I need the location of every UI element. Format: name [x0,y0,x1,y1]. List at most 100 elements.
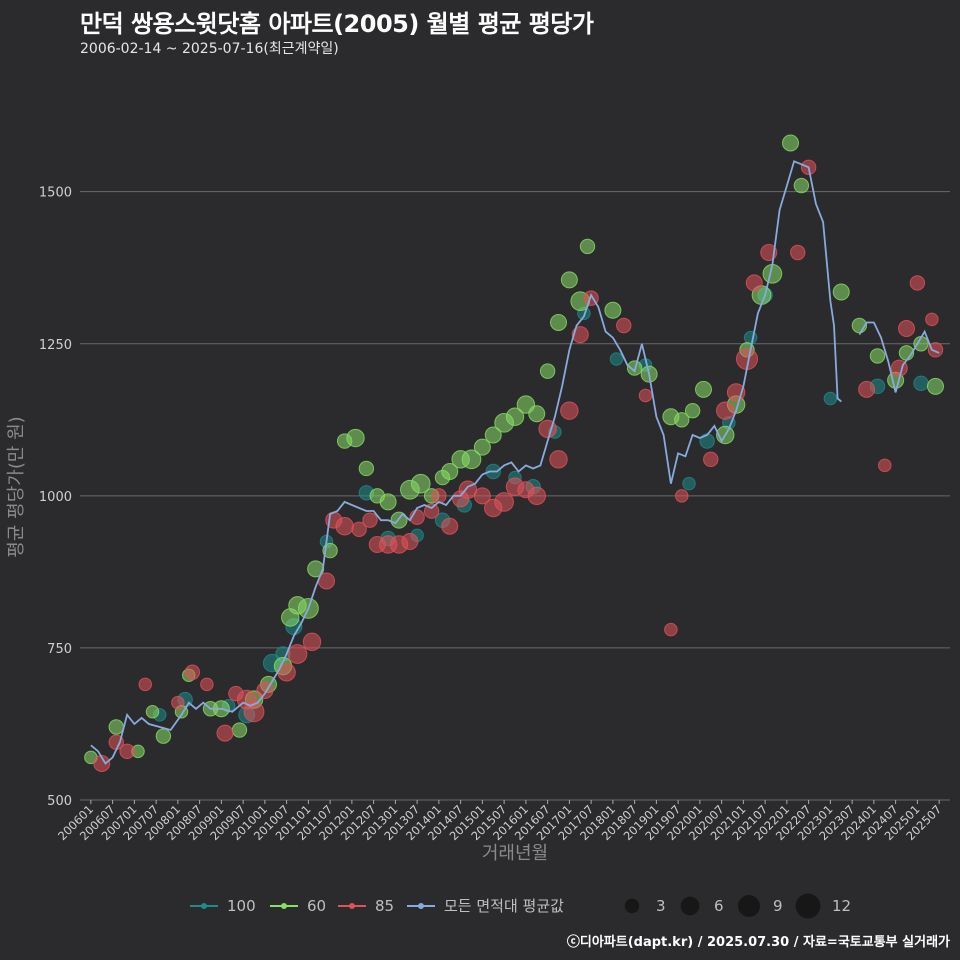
point-60 [346,428,365,448]
point-60 [484,426,502,444]
point-85 [93,755,111,772]
point-60 [560,271,578,289]
legend-label-s100: 100 [227,897,256,915]
point-85 [119,743,135,760]
point-85 [716,401,735,420]
point-60 [782,134,799,152]
average-line [90,160,940,765]
point-85 [549,450,568,469]
point-60 [684,402,701,419]
point-60 [674,412,690,428]
point-85 [184,664,201,680]
legend-size-circle [624,898,640,914]
point-60 [579,238,596,255]
point-100 [699,433,715,449]
point-60 [461,449,482,470]
point-85 [351,521,367,537]
legend-label-s85: 85 [375,897,394,915]
point-85 [909,275,926,291]
average-line-segment [858,321,940,393]
x-axis-title: 거래년월 [482,843,548,864]
point-85 [703,451,719,468]
point-60 [528,405,546,423]
point-85 [216,724,234,742]
x-axis-ticks: 2006012006072007012007072008012008072009… [55,800,944,843]
y-tick-label: 1000 [39,490,72,505]
legend-label-avg: 모든 면적대 평균값 [444,897,564,915]
point-85 [571,326,589,344]
y-tick-label: 1250 [39,338,72,353]
point-100 [743,330,758,345]
point-85 [638,388,653,403]
y-tick-label: 500 [47,794,72,809]
y-tick-label: 750 [47,642,72,657]
point-85 [335,517,354,536]
point-85 [675,489,689,503]
point-85 [362,512,378,528]
point-60 [145,705,160,719]
point-60 [379,493,397,511]
point-60 [505,407,525,426]
point-60 [231,722,248,738]
legend-size-label: 12 [832,897,851,915]
y-axis-title: 평균 평당가(만 원) [6,416,27,557]
point-85 [745,274,763,292]
y-tick-label: 1500 [39,186,72,201]
point-60 [358,460,375,477]
point-100 [823,391,838,406]
point-85 [664,622,678,637]
point-85 [243,701,265,723]
point-85 [925,312,939,327]
point-100 [609,352,624,366]
point-60 [695,380,712,398]
point-100 [682,476,696,491]
point-85 [527,486,546,506]
point-85 [878,458,892,473]
point-60 [550,313,567,331]
point-85 [431,488,447,504]
point-85 [616,317,632,334]
legend-dot-avg [418,903,424,909]
point-60 [155,728,172,744]
point-85 [858,380,876,398]
point-85 [200,677,214,692]
legend-label-s60: 60 [307,897,326,915]
point-60 [108,719,124,735]
point-85 [790,244,806,261]
point-85 [494,492,514,512]
point-85 [560,401,579,420]
point-85 [401,532,419,550]
point-85 [927,342,944,358]
legend: 100 60 85 모든 면적대 평균값 3 6 9 12 [190,893,851,919]
point-60 [793,177,810,194]
grid-lines [80,191,950,801]
point-60 [832,283,850,301]
legend-size-circle [795,893,821,919]
legend-size-circle [738,895,760,917]
point-100 [913,375,929,391]
point-85 [287,644,308,664]
legend-size-label: 3 [656,897,666,915]
legend-size-label: 6 [714,897,724,915]
point-60 [441,463,459,480]
legend-dot-s85 [349,903,355,909]
point-60 [473,438,491,456]
point-60 [869,348,886,364]
chart-subtitle: 2006-02-14 ~ 2025-07-16(최근계약일) [80,41,339,57]
point-85 [138,677,152,692]
scatter-points [84,134,944,772]
point-60 [390,511,408,529]
legend-dot-s100 [201,903,207,909]
point-85 [898,320,915,338]
average-line-segment [90,160,842,765]
point-85 [171,695,185,710]
point-60 [927,377,944,395]
point-85 [441,517,459,535]
point-85 [302,632,322,652]
legend-dot-s60 [281,903,287,909]
source-credit: ⓒ디아파트(dapt.kr) / 2025.07.30 / 자료=국토교통부 실… [566,935,950,950]
legend-size-label: 9 [773,897,783,915]
y-axis-ticks: 500 750 1000 1250 1500 [39,186,72,809]
legend-size-circle [680,896,700,916]
